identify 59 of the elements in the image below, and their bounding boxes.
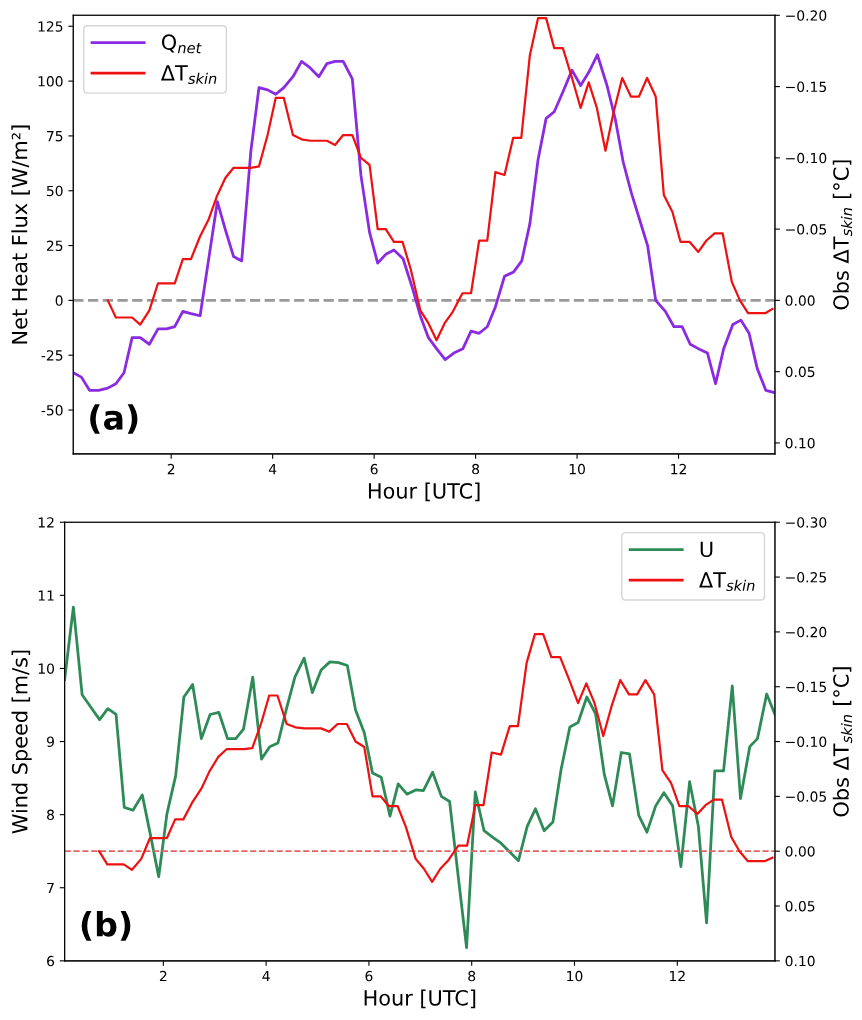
y-tick-label: 6 [47,955,55,967]
y2-tick-label: −0.10 [786,736,827,748]
y2-tick-label: −0.25 [786,572,827,583]
y2-tick-label: −0.10 [786,152,827,164]
y-tick-label: 25 [46,240,63,252]
y-tick-label: 100 [38,76,63,87]
x-tick-label: 6 [365,970,373,982]
y-axis-title: Wind Speed [m/s] [11,650,32,834]
x-tick-label: 8 [468,970,476,982]
x-tick-label: 4 [268,464,277,475]
x-tick-label: 2 [159,970,167,982]
y2-tick-label: 0.00 [785,295,815,306]
y-tick-label: 12 [38,517,54,528]
line-series [97,632,774,883]
legend-label: U [700,541,713,558]
y-tick-label: -25 [41,350,63,361]
annotation: (b) [81,911,131,941]
legend-label: Q$_{net}$ [161,34,202,54]
x-tick-label: 6 [370,463,378,475]
y-tick-label: 9 [46,736,54,748]
x-tick-label: 10 [569,463,585,475]
x-tick-label: 4 [262,970,270,982]
y-tick-label: 125 [38,21,63,32]
y-tick-label: -50 [41,405,63,416]
x-axis-title: Hour [UTC] [364,989,476,1009]
line-series [73,53,775,394]
y-tick-label: 11 [38,590,54,601]
x-tick-label: 8 [472,463,480,475]
legend-label: ΔT$_{skin}$ [160,65,217,85]
y-tick-label: 10 [38,663,55,674]
line-series [106,17,774,342]
y-tick-label: 50 [46,185,63,197]
y2-axis-title: Obs ΔT$_{skin}$ [°C] [832,160,853,310]
x-tick-label: 10 [567,970,583,982]
y2-tick-label: −0.15 [786,81,827,93]
y2-tick-label: −0.05 [786,224,827,235]
y2-tick-label: −0.15 [786,681,827,693]
y2-tick-label: −0.05 [786,791,827,802]
line-series [64,605,775,950]
y2-tick-label: −0.30 [786,517,827,528]
y2-tick-label: 0.05 [785,900,815,912]
y2-tick-label: 0.00 [785,846,815,857]
y-tick-label: 8 [47,809,54,821]
y-tick-label: 75 [47,131,63,142]
y2-tick-label: 0.10 [785,955,815,967]
x-tick-label: 12 [669,970,685,982]
y-axis-title: Net Heat Flux [W/m²] [11,125,30,344]
y2-tick-label: 0.05 [785,366,815,378]
y2-tick-label: 0.10 [785,437,815,449]
annotation: (a) [90,404,138,434]
x-axis-title: Hour [UTC] [368,482,480,502]
y-tick-label: 0 [55,295,63,306]
y-tick-label: 7 [47,882,54,894]
y2-axis-title: Obs ΔT$_{skin}$ [°C] [832,667,853,817]
legend-label: ΔT$_{skin}$ [699,572,755,592]
y2-tick-label: −0.20 [786,626,827,638]
x-tick-label: 12 [671,463,686,475]
x-tick-label: 2 [167,463,175,475]
y2-tick-label: −0.20 [786,10,827,21]
